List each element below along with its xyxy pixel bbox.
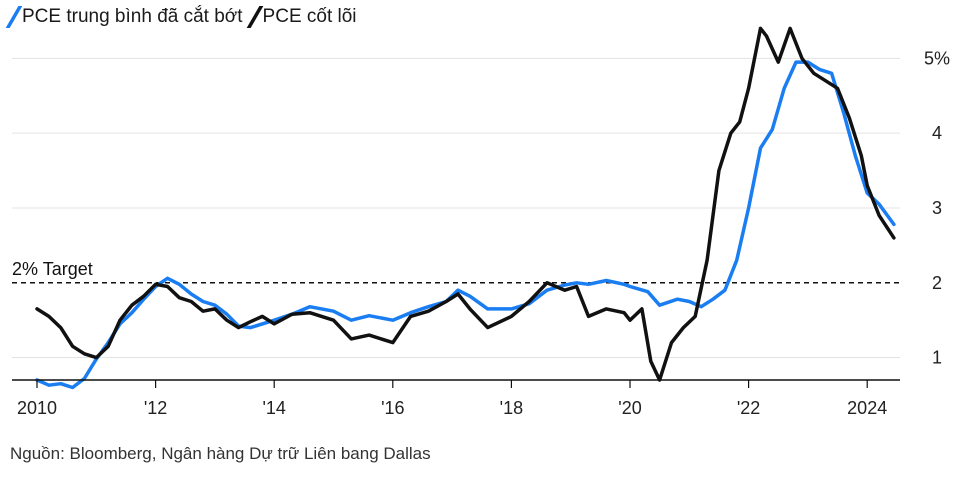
x-axis: 2010 '12 '14 '16 '18 '20 '22 2024 bbox=[12, 379, 900, 418]
source-note: Nguồn: Bloomberg, Ngân hàng Dự trữ Liên … bbox=[10, 444, 431, 463]
x-tick-label-2012: '12 bbox=[144, 398, 167, 418]
series-line-core-pce bbox=[35, 26, 896, 382]
legend-swatch-core-pce bbox=[246, 6, 263, 28]
y-axis: 1 2 3 4 5% bbox=[924, 48, 950, 367]
y-tick-label-5: 5% bbox=[924, 48, 950, 68]
target-line-label: 2% Target bbox=[12, 259, 93, 279]
y-tick-label-2: 2 bbox=[932, 273, 942, 293]
x-tick-label-2020: '20 bbox=[618, 398, 641, 418]
legend-item-core-pce: PCE cốt lõi bbox=[246, 6, 357, 28]
legend-label-trimmed-mean: PCE trung bình đã cắt bớt bbox=[22, 6, 243, 27]
x-tick-label-2014: '14 bbox=[262, 398, 285, 418]
series-line-trimmed-mean bbox=[35, 60, 896, 390]
y-tick-label-4: 4 bbox=[932, 123, 942, 143]
series-lines bbox=[35, 26, 896, 390]
y-tick-label-3: 3 bbox=[932, 198, 942, 218]
legend-item-trimmed-mean: PCE trung bình đã cắt bớt bbox=[5, 6, 243, 28]
x-tick-label-2024: 2024 bbox=[847, 398, 887, 418]
legend-label-core-pce: PCE cốt lõi bbox=[262, 6, 357, 27]
grid-lines bbox=[12, 57, 900, 359]
x-tick-label-2016: '16 bbox=[381, 398, 404, 418]
x-tick-label-2018: '18 bbox=[500, 398, 523, 418]
target-line-group: 2% Target bbox=[12, 259, 900, 284]
legend: PCE trung bình đã cắt bớt PCE cốt lõi bbox=[5, 6, 357, 28]
x-tick-label-2010: 2010 bbox=[17, 398, 57, 418]
y-tick-label-1: 1 bbox=[932, 348, 942, 368]
x-tick-label-2022: '22 bbox=[737, 398, 760, 418]
